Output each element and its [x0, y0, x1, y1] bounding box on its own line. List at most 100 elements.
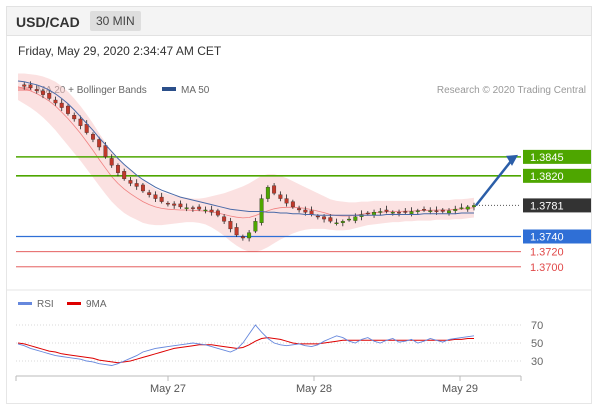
candle-body [247, 232, 252, 239]
level-label-1.3820: 1.3820 [530, 171, 564, 183]
candle-body [134, 183, 139, 187]
candle-body [78, 118, 83, 126]
rsi-tick-label-30: 30 [531, 356, 543, 368]
candle-body [422, 209, 426, 211]
candle-body [228, 221, 233, 230]
candle-body [334, 222, 339, 225]
forecast-arrow-shaft [475, 159, 513, 207]
timeframe-badge[interactable]: 30 MIN [90, 11, 141, 31]
candle-body [353, 216, 358, 221]
level-label-1.3720: 1.3720 [530, 247, 564, 259]
candle-body [390, 212, 395, 214]
rsi-ma-legend-swatch [67, 302, 81, 305]
candle-body [222, 216, 227, 222]
candle-body [472, 205, 476, 208]
candle-body [159, 196, 164, 202]
ma-bb-legend-label: MA 20 + Bollinger Bands [37, 85, 147, 96]
rsi-legend-swatch [18, 302, 32, 305]
candle-body [340, 221, 345, 223]
candle-body [240, 236, 245, 239]
candle-body [459, 207, 464, 209]
candle-body [28, 84, 33, 89]
x-axis-ticks: May 27 May 28 May 29 [150, 376, 478, 395]
candle-body [197, 206, 202, 210]
level-label-1.3740: 1.3740 [530, 232, 564, 244]
candle-body [378, 211, 383, 213]
candle-body [103, 145, 108, 158]
rsi-tick-label-70: 70 [531, 320, 543, 332]
ma50-legend-swatch [162, 87, 176, 91]
ma50-legend-label: MA 50 [181, 85, 210, 96]
level-label-1.3781: 1.3781 [530, 200, 564, 212]
candle-body [322, 216, 327, 220]
candle-body [147, 192, 152, 195]
candle-body [215, 210, 220, 216]
candle-body [384, 209, 389, 212]
candle-body [84, 124, 89, 133]
candle-body [53, 99, 58, 104]
candle-body [128, 180, 133, 184]
level-label-bg-1.3845 [523, 149, 591, 164]
candle-body [140, 184, 145, 192]
candle-body [122, 171, 127, 180]
candle-body [284, 198, 289, 204]
level-label-1.3845: 1.3845 [530, 152, 564, 164]
candle-body [272, 185, 277, 194]
candle-body [297, 208, 302, 211]
candle-body [465, 206, 470, 210]
candle-body [97, 139, 102, 148]
candle-body [440, 209, 445, 212]
candle-body [178, 203, 183, 208]
candle-body [265, 187, 270, 199]
level-label-bg-1.3820 [523, 168, 591, 183]
level-label-bg-1.3781 [523, 198, 591, 213]
candle-body [278, 194, 283, 199]
rsi-plot: 70 50 30 [16, 320, 543, 368]
candle-body [22, 84, 27, 87]
candle-body [365, 212, 370, 215]
candle-body [34, 89, 39, 92]
forecast-arrow-head [506, 154, 518, 166]
x-tick-label-2: May 29 [442, 383, 478, 395]
candle-body [409, 211, 414, 214]
x-tick-label-1: May 28 [296, 383, 332, 395]
candle-body [165, 202, 170, 205]
chart-header: USD/CAD 30 MIN [6, 6, 592, 36]
candle-body [347, 218, 352, 221]
rsi-legend-label: RSI [37, 299, 54, 310]
price-plot: 1.3845 1.3820 1.3781 1.3740 1.3720 1.3700 [16, 73, 591, 274]
x-tick-label-0: May 27 [150, 383, 186, 395]
candle-body [115, 165, 120, 173]
candle-body [315, 215, 320, 218]
candle-body [203, 209, 208, 212]
candle-body [303, 209, 308, 213]
candle-body [453, 209, 458, 211]
chart-datetime: Friday, May 29, 2020 2:34:47 AM CET [18, 44, 222, 58]
candle-body [397, 212, 401, 214]
candle-body [415, 210, 420, 212]
candle-body [109, 158, 114, 166]
candle-body [434, 210, 439, 212]
level-label-bg-1.3740 [523, 229, 591, 244]
ma20-line [17, 86, 475, 219]
candle-body [328, 217, 333, 222]
candle-body [234, 227, 239, 236]
candle-body [290, 201, 295, 208]
candle-body [259, 198, 264, 223]
rsi-tick-label-50: 50 [531, 338, 543, 350]
research-credit: Research © 2020 Trading Central [437, 85, 586, 96]
candle-body [184, 207, 189, 209]
candle-body [66, 105, 70, 114]
candle-body [172, 203, 177, 206]
candle-body [91, 133, 95, 140]
candle-body [428, 210, 433, 212]
candle-body [190, 207, 195, 209]
rsi-line [17, 324, 475, 366]
currency-pair: USD/CAD [16, 14, 80, 30]
level-label-1.3700: 1.3700 [530, 262, 564, 274]
candle-body [59, 102, 64, 108]
bollinger-band [18, 73, 474, 252]
chart-panel [6, 36, 592, 404]
candle-body [47, 93, 52, 99]
